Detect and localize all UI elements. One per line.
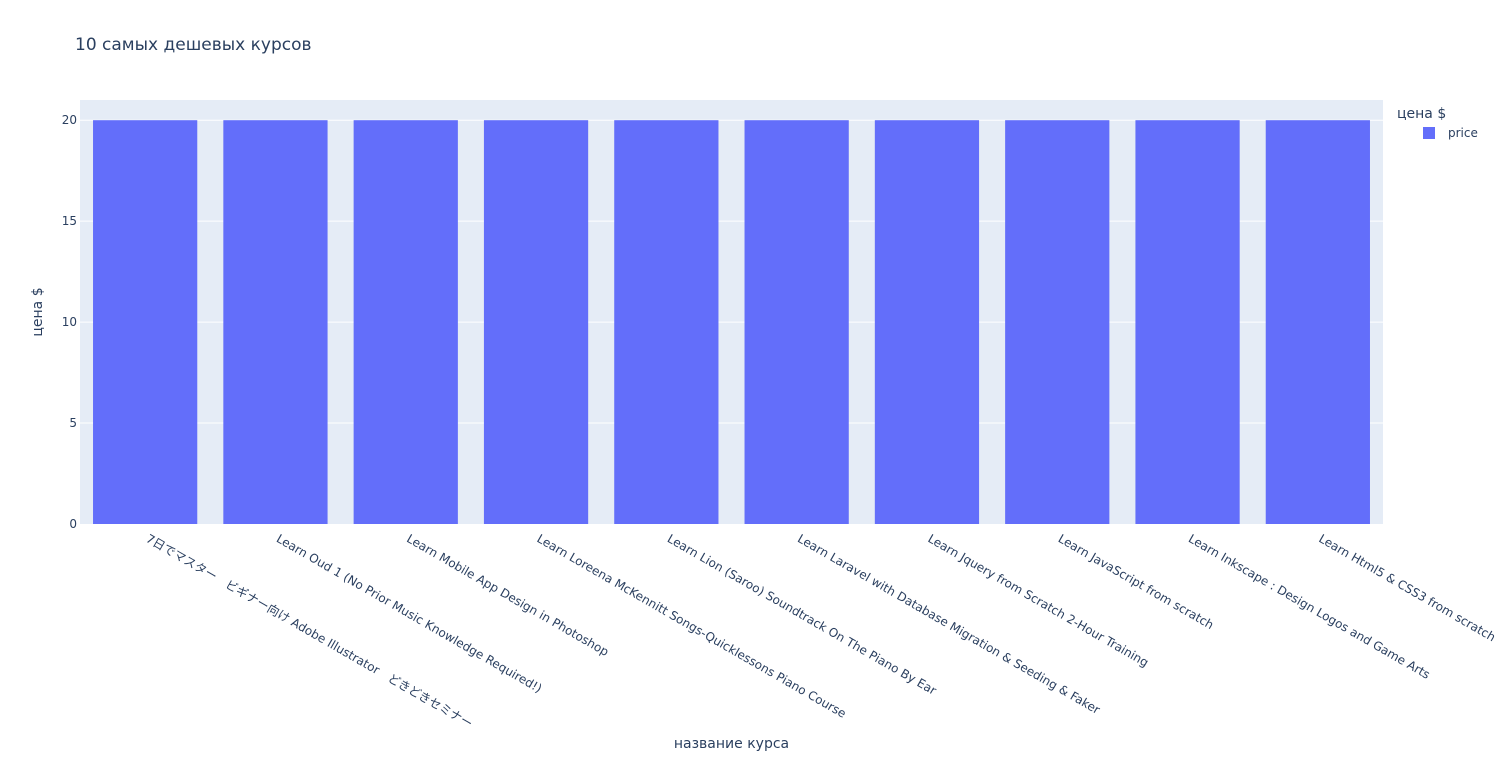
- legend-swatch[interactable]: [1423, 127, 1435, 139]
- legend[interactable]: цена $ price: [1397, 106, 1478, 140]
- bar[interactable]: [223, 120, 328, 524]
- bar[interactable]: [1135, 120, 1240, 524]
- bar[interactable]: [1005, 120, 1110, 524]
- x-tick-label: Learn Inkscape : Design Logos and Game A…: [1186, 531, 1432, 681]
- y-tick-label: 20: [62, 113, 77, 127]
- y-tick-label: 15: [62, 214, 77, 228]
- bar[interactable]: [483, 120, 589, 524]
- chart-title: 10 самых дешевых курсов: [75, 35, 312, 55]
- x-tick-label: Learn Oud 1 (No Prior Music Knowledge Re…: [274, 531, 544, 695]
- x-axis-ticks: 7日でマスター ビギナー向け Adobe Illustrator どきどきセミナ…: [144, 531, 1496, 731]
- bar[interactable]: [744, 120, 849, 524]
- y-axis-ticks: 0 5 10 15 20: [62, 113, 77, 531]
- bar[interactable]: [93, 120, 198, 524]
- x-tick-label: Learn Mobile App Design in Photoshop: [404, 531, 611, 659]
- bar[interactable]: [1265, 120, 1370, 524]
- x-tick-label: Learn Laravel with Database Migration & …: [795, 531, 1102, 717]
- legend-title: цена $: [1397, 106, 1446, 122]
- y-tick-label: 5: [69, 416, 77, 430]
- x-tick-label: Learn Loreena McKennitt Songs-Quicklesso…: [535, 531, 849, 720]
- x-tick-label: Learn Lion (Saroo) Soundtrack On The Pia…: [665, 531, 939, 697]
- y-tick-label: 0: [69, 517, 77, 531]
- bars: [93, 120, 1370, 524]
- x-axis-title: название курса: [674, 736, 789, 752]
- bar[interactable]: [353, 120, 458, 524]
- y-axis-title: цена $: [30, 287, 46, 336]
- bar[interactable]: [874, 120, 980, 524]
- x-tick-label: Learn Jquery from Scratch 2-Hour Trainin…: [925, 531, 1151, 669]
- bar[interactable]: [614, 120, 719, 524]
- y-tick-label: 10: [62, 315, 77, 329]
- legend-label-price[interactable]: price: [1448, 126, 1478, 140]
